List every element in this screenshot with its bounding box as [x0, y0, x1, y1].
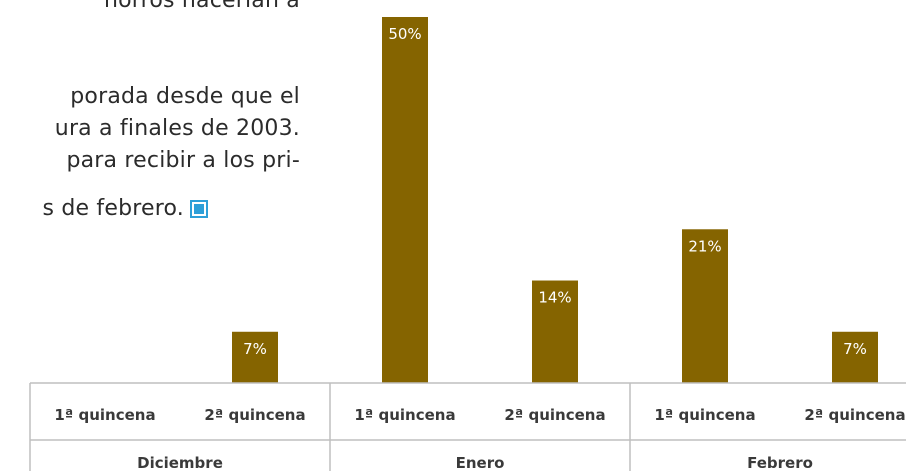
- x-tick-label: 1ª quincena: [654, 406, 755, 424]
- data-label: 7%: [243, 340, 267, 358]
- paragraph-line: para recibir a los pri-: [66, 148, 300, 173]
- paragraph-line: ura a finales de 2003.: [54, 116, 300, 141]
- x-tick-label: 2ª quincena: [504, 406, 605, 424]
- paragraph-line: porada desde que el: [70, 84, 300, 109]
- bar: [532, 280, 578, 383]
- bar: [382, 17, 428, 383]
- data-label: 14%: [538, 289, 571, 307]
- data-label: 50%: [388, 25, 421, 43]
- group-label: Febrero: [747, 454, 813, 471]
- group-label: Enero: [456, 454, 505, 471]
- data-label: 21%: [688, 237, 721, 255]
- bar: [832, 331, 878, 383]
- group-label: Diciembre: [137, 454, 223, 471]
- data-label: 7%: [843, 340, 867, 358]
- paragraph-line: horros hacerían a: [103, 0, 300, 13]
- bar: [682, 229, 728, 383]
- x-tick-label: 2ª quincena: [804, 406, 905, 424]
- paragraph-line-last: s de febrero.: [42, 196, 208, 221]
- x-tick-label: 1ª quincena: [354, 406, 455, 424]
- x-tick-label: 1ª quincena: [54, 406, 155, 424]
- paragraph-line: s de febrero.: [42, 196, 184, 221]
- paragraph-text: horros hacerían a porada desde que el ur…: [0, 0, 300, 240]
- end-marker-icon: [190, 200, 208, 218]
- bar: [232, 331, 278, 383]
- x-tick-label: 2ª quincena: [204, 406, 305, 424]
